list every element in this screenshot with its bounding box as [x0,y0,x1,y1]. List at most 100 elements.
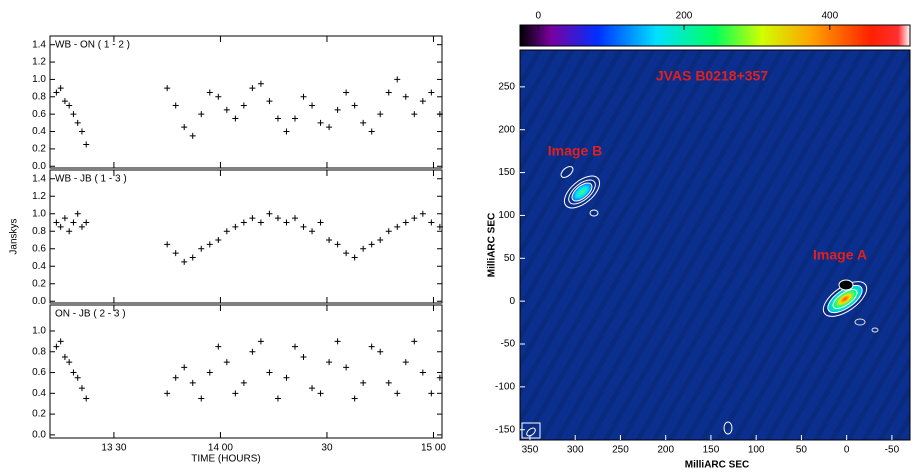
data-point [206,241,213,248]
data-point [215,93,222,100]
data-point [385,228,392,235]
data-point [74,119,81,126]
data-point [334,338,341,345]
data-point [240,379,247,386]
data-point [215,343,222,350]
data-point [240,219,247,226]
y-tick-label: 0.2 [32,144,46,155]
data-point [419,369,426,376]
map-frame [519,49,911,441]
data-point [83,141,90,148]
y-tick-label: 0.4 [32,261,46,272]
map-background [520,50,910,440]
data-point [66,359,73,366]
data-point [257,338,264,345]
data-point [164,390,171,397]
light-curves: 0.0 0.2 0.4 0.6 0.8 1.0 1.2 1.4 WB - ON ( 1 - 2 … [9,35,446,465]
data-point [164,85,171,92]
data-point [436,111,443,118]
data-point [74,210,81,217]
y-tick-label: 200 [498,124,515,135]
y-axis-label: MilliARC SEC [487,213,498,277]
x-tick-label: 350 [522,445,539,456]
data-point [181,124,188,131]
data-point [351,395,358,402]
data-point [181,364,188,371]
x-tick-label: 300 [567,445,584,456]
x-axis-label: MilliARC SEC [685,460,749,471]
data-point [360,245,367,252]
panel-title: ON - JB ( 2 - 3 ) [55,309,126,320]
data-point [377,237,384,243]
data-point [283,219,290,226]
data-point [198,395,205,402]
panel-title: WB - JB ( 1 - 3 ) [55,174,127,185]
data-point [61,215,68,222]
data-point [83,219,90,226]
data-point [394,223,401,230]
x-tick-label: -50 [885,445,900,456]
y-tick-label: 0.8 [32,91,46,102]
data-point [394,76,401,83]
data-point [57,85,64,92]
colorbar-tick-label: 0 [535,11,541,22]
y-tick-label: 1.2 [32,191,46,202]
data-point [249,85,256,92]
data-point [172,250,179,257]
y-tick-label: 0.2 [32,409,46,420]
panel-title: WB - ON ( 1 - 2 ) [55,40,130,51]
data-point [198,111,205,118]
data-point [266,98,273,105]
y-axis-label: Janskys [9,218,20,254]
data-point [78,223,85,230]
image-b-contours [526,166,733,437]
data-point [61,353,68,360]
data-point [223,106,230,113]
data-point [206,369,213,376]
data-point [428,89,435,96]
y-tick-label: -50 [501,339,516,350]
data-point [164,241,171,248]
data-point [198,245,205,252]
data-point [70,111,77,118]
data-point [334,106,341,113]
y-tick-label: 250 [498,81,515,92]
x-tick-label: 0 [844,445,850,456]
data-point [189,132,196,139]
data-point [385,379,392,386]
data-point [402,219,409,226]
data-point [283,374,290,381]
data-point [74,374,81,381]
data-point [326,124,333,131]
data-point [70,219,77,226]
x-tick-label: 150 [703,445,720,456]
data-point [83,395,90,402]
colorbar-tick-label: 400 [821,11,838,22]
x-axis-label: TIME (HOURS) [191,454,260,465]
data-point [53,89,60,96]
data-point [317,219,324,226]
data-point [368,343,375,350]
data-point [377,111,384,118]
data-point [223,228,230,235]
x-tick-label: 100 [748,445,765,456]
data-point [274,395,281,402]
y-tick-label: 100 [498,210,515,221]
map-title: JVAS B0218+357 [656,68,768,84]
data-point [377,348,384,355]
data-point [189,379,196,386]
data-point [57,223,64,230]
data-point [274,215,281,222]
data-point [309,102,316,109]
y-tick-label: 1.0 [32,74,46,85]
data-point [206,89,213,96]
data-point [360,119,367,126]
data-point [428,219,435,226]
data-point [309,228,316,235]
data-point [57,338,64,345]
y-tick-label: -100 [495,381,515,392]
y-tick-label: 0.0 [32,296,46,307]
panel-frame [49,35,443,169]
data-point [419,98,426,105]
